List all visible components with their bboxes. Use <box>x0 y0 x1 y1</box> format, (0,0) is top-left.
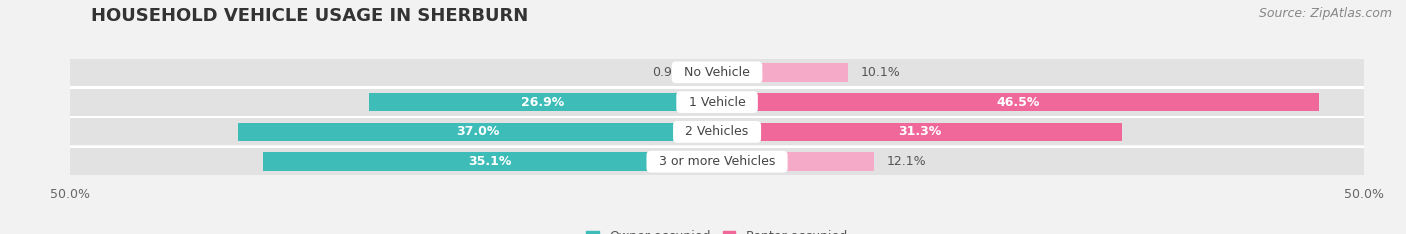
Bar <box>370 93 717 111</box>
Text: 26.9%: 26.9% <box>522 96 565 109</box>
Text: 12.1%: 12.1% <box>887 155 927 168</box>
Bar <box>717 93 1319 111</box>
Text: 37.0%: 37.0% <box>456 125 499 138</box>
Bar <box>70 59 1364 86</box>
Text: 35.1%: 35.1% <box>468 155 512 168</box>
Legend: Owner-occupied, Renter-occupied: Owner-occupied, Renter-occupied <box>582 225 852 234</box>
Text: No Vehicle: No Vehicle <box>676 66 758 79</box>
Bar <box>70 148 1364 175</box>
Text: 2 Vehicles: 2 Vehicles <box>678 125 756 138</box>
Bar <box>717 63 848 82</box>
Text: 10.1%: 10.1% <box>860 66 900 79</box>
Text: 46.5%: 46.5% <box>995 96 1039 109</box>
Text: 1 Vehicle: 1 Vehicle <box>681 96 754 109</box>
Bar <box>704 63 717 82</box>
Bar <box>263 152 717 171</box>
Bar <box>239 123 717 141</box>
Text: HOUSEHOLD VEHICLE USAGE IN SHERBURN: HOUSEHOLD VEHICLE USAGE IN SHERBURN <box>91 7 529 25</box>
Bar <box>717 123 1122 141</box>
Bar <box>70 89 1364 116</box>
Text: 0.95%: 0.95% <box>652 66 692 79</box>
Bar <box>717 152 873 171</box>
Text: 31.3%: 31.3% <box>898 125 941 138</box>
Text: Source: ZipAtlas.com: Source: ZipAtlas.com <box>1258 7 1392 20</box>
Bar <box>70 118 1364 145</box>
Text: 3 or more Vehicles: 3 or more Vehicles <box>651 155 783 168</box>
